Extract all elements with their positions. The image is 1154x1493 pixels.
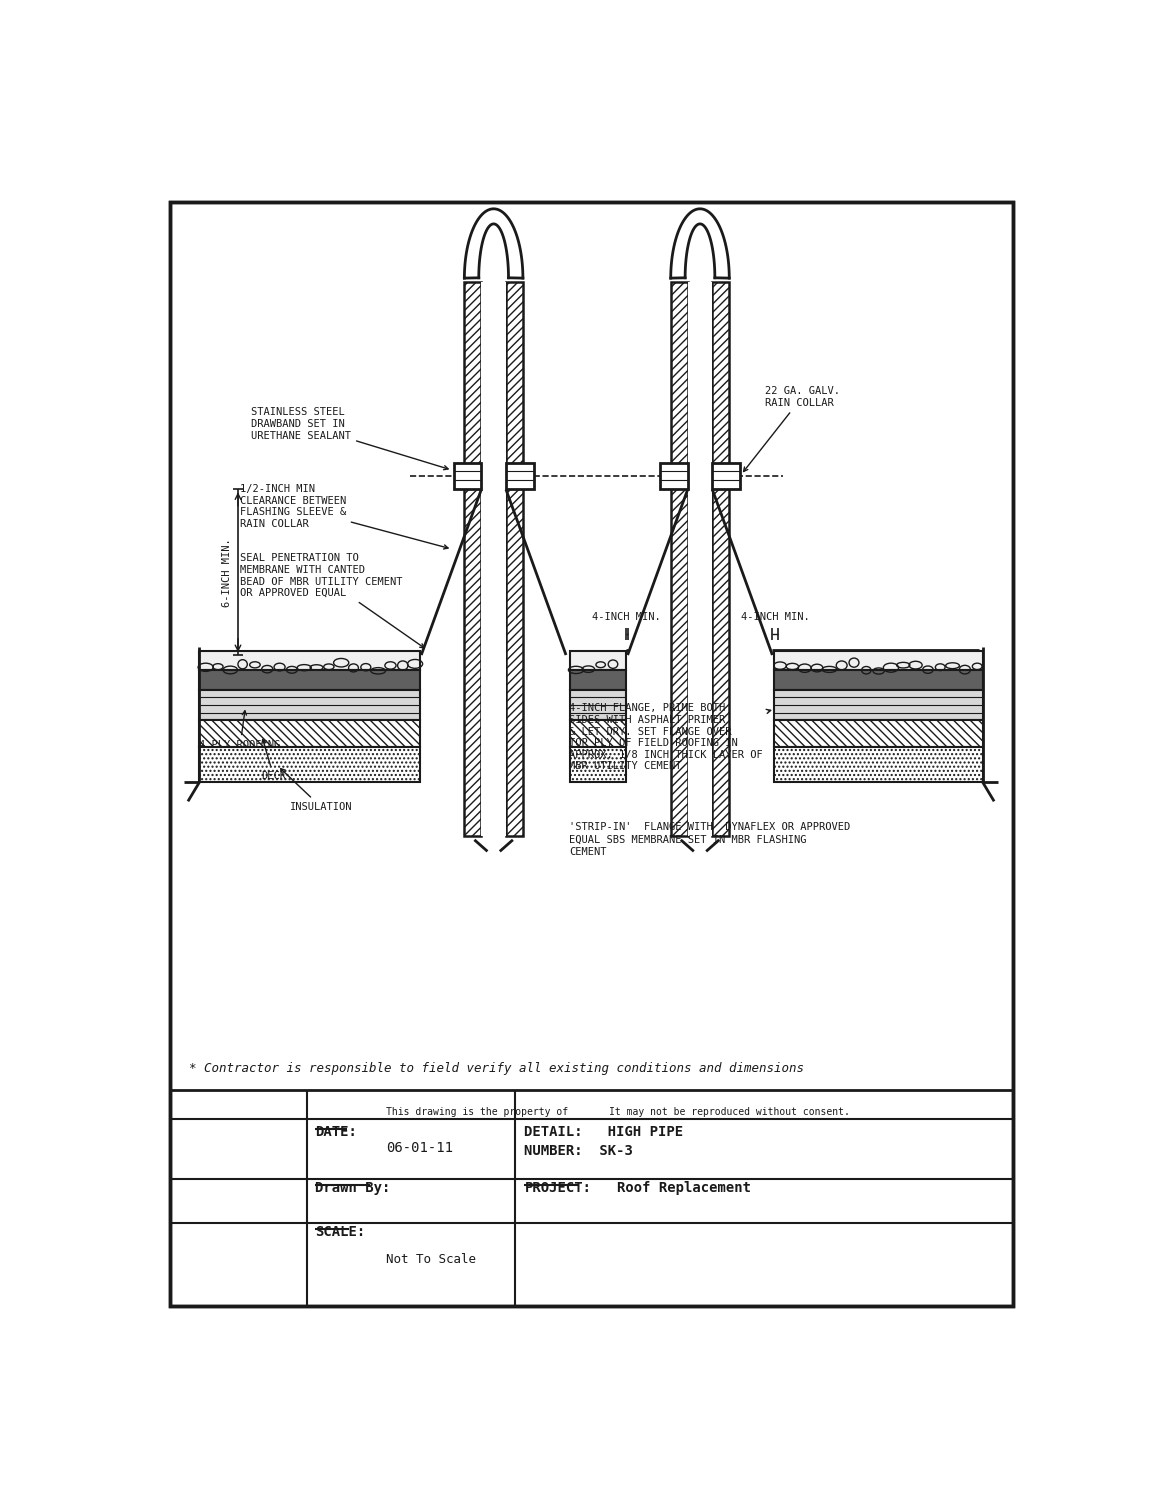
Text: 6-INCH MIN.: 6-INCH MIN. (222, 537, 232, 606)
Text: Roof Replacement: Roof Replacement (617, 1181, 751, 1194)
Bar (670, 282, 688, 836)
Text: NUMBER:  SK-3: NUMBER: SK-3 (524, 1144, 634, 1159)
Bar (200, 748, 420, 782)
Bar (570, 721, 627, 748)
Bar (774, 748, 982, 782)
Bar (200, 721, 420, 748)
Text: SCALE:: SCALE: (315, 1224, 366, 1239)
Text: INSULATION: INSULATION (280, 769, 352, 812)
Bar (688, 282, 712, 836)
Text: This drawing is the property of: This drawing is the property of (385, 1106, 568, 1117)
Text: SEAL PENETRATION TO
MEMBRANE WITH CANTED
BEAD OF MBR UTILITY CEMENT
OR APPROVED : SEAL PENETRATION TO MEMBRANE WITH CANTED… (240, 554, 425, 648)
Text: 'STRIP-IN'  FLANGE WITH  DYNAFLEX OR APPROVED
EQUAL SBS MEMBRANE SET IN MBR FLAS: 'STRIP-IN' FLANGE WITH DYNAFLEX OR APPRO… (569, 823, 850, 857)
Bar (774, 721, 982, 748)
Text: PROJECT:: PROJECT: (524, 1181, 592, 1194)
Text: 4-INCH MIN.: 4-INCH MIN. (592, 612, 661, 623)
Bar (200, 670, 420, 690)
Text: 06-01-11: 06-01-11 (385, 1141, 452, 1154)
Polygon shape (712, 463, 740, 490)
Bar (505, 282, 523, 836)
Text: STAINLESS STEEL
DRAWBAND SET IN
URETHANE SEALANT: STAINLESS STEEL DRAWBAND SET IN URETHANE… (252, 408, 448, 470)
Text: 4 PLY ROOFING: 4 PLY ROOFING (200, 711, 280, 749)
Text: 4-INCH FLANGE, PRIME BOTH
SIDES WITH ASPHALT PRIMER
& LET DRY. SET FLANGE OVER
T: 4-INCH FLANGE, PRIME BOTH SIDES WITH ASP… (569, 703, 771, 772)
Bar (481, 282, 505, 836)
Bar (200, 651, 420, 670)
Bar (570, 651, 627, 670)
Text: 22 GA. GALV.
RAIN COLLAR: 22 GA. GALV. RAIN COLLAR (743, 387, 840, 472)
Bar (570, 670, 627, 690)
Bar (712, 282, 729, 836)
Text: 4-INCH MIN.: 4-INCH MIN. (741, 612, 809, 623)
Polygon shape (660, 463, 688, 490)
Polygon shape (454, 463, 481, 490)
Text: Drawn By:: Drawn By: (315, 1181, 390, 1194)
Text: DECK: DECK (261, 739, 286, 781)
Bar (570, 748, 627, 782)
Text: * Contractor is responsible to field verify all existing conditions and dimensio: * Contractor is responsible to field ver… (189, 1062, 804, 1075)
Text: DETAIL:   HIGH PIPE: DETAIL: HIGH PIPE (524, 1124, 683, 1139)
Text: DATE:: DATE: (315, 1124, 357, 1139)
Bar (774, 651, 982, 670)
Text: 1/2-INCH MIN
CLEARANCE BETWEEN
FLASHING SLEEVE &
RAIN COLLAR: 1/2-INCH MIN CLEARANCE BETWEEN FLASHING … (240, 484, 448, 549)
Bar (570, 690, 627, 721)
Bar (774, 670, 982, 690)
Bar (464, 282, 481, 836)
Text: It may not be reproduced without consent.: It may not be reproduced without consent… (609, 1106, 850, 1117)
Polygon shape (505, 463, 533, 490)
Text: Not To Scale: Not To Scale (385, 1253, 475, 1266)
Bar (200, 690, 420, 721)
Bar (774, 690, 982, 721)
